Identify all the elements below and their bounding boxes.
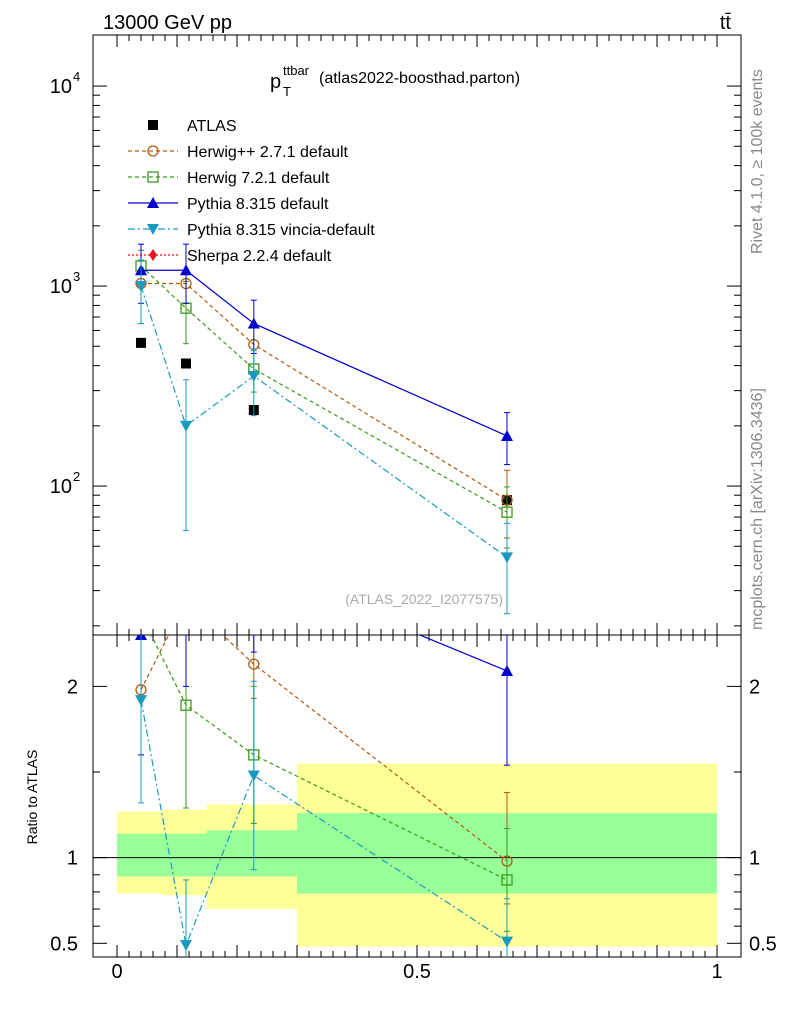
pythia-8-315-vincia-default-point xyxy=(247,371,260,383)
legend-marker-pythia-8-315-vincia-default xyxy=(147,224,159,235)
stat-uncertainty-band xyxy=(117,833,162,877)
pythia-8-315-vincia-default-point xyxy=(180,420,192,432)
legend-marker-herwig-2-7-1-default xyxy=(147,145,159,157)
plot-title: p xyxy=(270,71,281,93)
legend-marker-atlas xyxy=(148,120,158,130)
pythia-8-315-default-point xyxy=(247,317,260,329)
ratio-series xyxy=(135,560,513,957)
ratio-y-tick-label-left: 1 xyxy=(67,848,78,870)
legend-marker-herwig-7-2-1-default xyxy=(147,171,159,183)
ratio-y-tick-label-right: 2 xyxy=(749,676,760,698)
rivet-label: Rivet 4.1.0, ≥ 100k events xyxy=(749,69,766,254)
pythia-8-315-default-line xyxy=(141,269,508,437)
ratio-axes: 0.5 0.5 1 1 2 2 0 0.5 1 xyxy=(50,635,777,983)
herwig-7-2-1-default-ratio-point xyxy=(136,609,146,619)
legend-marker-pythia-8-315-default xyxy=(147,197,159,208)
mcplots-label: mcplots.cern.ch [arXiv:1306.3436] xyxy=(749,388,766,630)
legend-marker-sherpa-2-2-4-default xyxy=(149,249,157,261)
legend-label-herwig-2-7-1-default: Herwig++ 2.7.1 default xyxy=(187,144,349,161)
pythia-8-315-vincia-default-ratio-line xyxy=(140,699,508,948)
y-tick-label: 10 xyxy=(50,76,72,98)
legend: ATLAS Herwig++ 2.7.1 default Herwig 7.2.1 … xyxy=(128,118,375,265)
ratio-y-tick-label-right: 1 xyxy=(749,848,760,870)
legend-label-pythia-8-315-default: Pythia 8.315 default xyxy=(187,196,329,213)
legend-label-herwig-7-2-1-default: Herwig 7.2.1 default xyxy=(187,170,330,187)
herwig-7-2-1-default-ratio-point xyxy=(180,699,192,711)
y-tick-label: 10 xyxy=(50,276,72,298)
y-tick-exponent: 4 xyxy=(73,69,80,84)
legend-label-pythia-8-315-vincia-default: Pythia 8.315 vincia-default xyxy=(187,222,375,239)
stat-uncertainty-band xyxy=(162,833,207,877)
pythia-8-315-vincia-default-ratio-point xyxy=(180,940,192,952)
herwig-7-2-1-default-ratio-line xyxy=(150,635,508,881)
process-label: tt̄ xyxy=(720,12,732,34)
main-series xyxy=(135,243,513,615)
herwig-2-7-1-default-ratio-point xyxy=(248,658,260,670)
energy-label: 13000 GeV pp xyxy=(103,12,232,34)
legend-label-sherpa-2-2-4-default: Sherpa 2.2.4 default xyxy=(187,248,332,265)
y-tick-exponent: 2 xyxy=(73,469,80,484)
atlas-point xyxy=(181,358,191,369)
pythia-8-315-default-ratio-point xyxy=(501,664,513,676)
pythia-8-315-vincia-default-ratio-point xyxy=(135,695,147,707)
atlas-point xyxy=(136,337,146,348)
x-tick-label: 0.5 xyxy=(403,961,431,983)
x-tick-label: 0 xyxy=(111,961,122,983)
title-superscript: ttbar xyxy=(283,63,310,78)
analysis-reference: (ATLAS_2022_I2077575) xyxy=(345,591,503,607)
legend-label-atlas: ATLAS xyxy=(187,118,237,135)
herwig-7-2-1-default-point xyxy=(501,506,513,518)
ratio-y-tick-label-left: 2 xyxy=(67,676,78,698)
herwig-2-7-1-default-line xyxy=(141,282,508,501)
ratio-ylabel: Ratio to ATLAS xyxy=(24,750,40,845)
pythia-8-315-default-ratio-point xyxy=(248,560,260,571)
pythia-8-315-vincia-default-ratio-point xyxy=(501,936,513,948)
herwig-7-2-1-default-ratio-point xyxy=(501,874,513,886)
ratio-y-tick-label-right: 0.5 xyxy=(749,933,777,955)
pythia-8-315-default-point xyxy=(180,264,192,276)
y-tick-exponent: 3 xyxy=(73,269,80,284)
title-subscript: T xyxy=(283,84,291,99)
herwig-2-7-1-default-ratio-line xyxy=(140,635,508,862)
pythia-8-315-vincia-default-point xyxy=(501,552,513,564)
pythia-8-315-vincia-default-ratio-point xyxy=(247,770,260,782)
title-main: p xyxy=(270,71,281,93)
ratio-y-tick-label-left: 0.5 xyxy=(50,933,78,955)
pythia-8-315-vincia-default-line xyxy=(140,285,508,558)
pythia-8-315-default-point xyxy=(501,429,513,441)
title-rest: (atlas2022-boosthad.parton) xyxy=(319,70,520,87)
y-tick-label: 10 xyxy=(50,476,72,498)
pythia-8-315-vincia-default-point xyxy=(135,281,147,293)
x-tick-label: 1 xyxy=(711,961,722,983)
herwig-7-2-1-default-line xyxy=(140,265,508,513)
herwig-2-7-1-default-ratio-point xyxy=(181,596,191,606)
